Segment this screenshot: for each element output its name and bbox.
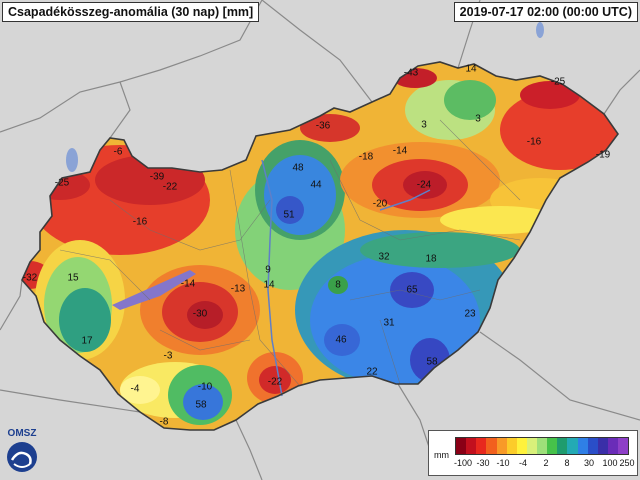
station-value: -25 <box>551 77 566 88</box>
map-timestamp: 2019-07-17 02:00 (00:00 UTC) <box>453 2 638 22</box>
river-tisza <box>379 189 431 211</box>
legend-swatch <box>607 438 618 454</box>
station-value: -25 <box>55 178 70 189</box>
legend-swatch <box>496 438 507 454</box>
legend-tick-label: 250 <box>619 458 635 468</box>
station-value: -32 <box>23 273 38 284</box>
legend-swatch <box>547 438 558 454</box>
station-value: -16 <box>133 217 148 228</box>
station-value: -24 <box>417 180 432 191</box>
station-value: 46 <box>335 335 347 346</box>
station-value: 32 <box>378 252 390 263</box>
legend-color-bar <box>455 437 629 455</box>
station-value: 44 <box>310 180 322 191</box>
station-value: -18 <box>359 152 374 163</box>
legend-swatch <box>597 438 608 454</box>
legend-tick-label: 30 <box>583 458 595 468</box>
country-border <box>21 61 619 431</box>
lakes <box>66 22 544 172</box>
station-value: 18 <box>425 254 437 265</box>
station-value: 9 <box>265 265 271 276</box>
legend-tick-label: 100 <box>602 458 618 468</box>
legend-swatch <box>486 438 497 454</box>
legend-tick-label: -4 <box>518 458 528 468</box>
station-value: 65 <box>406 285 418 296</box>
legend-swatch <box>456 438 467 454</box>
station-value: -14 <box>393 146 408 157</box>
station-value: -10 <box>198 382 213 393</box>
station-value: -30 <box>193 309 208 320</box>
station-value: 58 <box>426 357 438 368</box>
omsz-logo: OMSZ <box>4 428 40 474</box>
river-danube <box>261 159 283 397</box>
legend-swatch <box>466 438 477 454</box>
station-value: 51 <box>283 210 295 221</box>
station-value: 23 <box>464 309 476 320</box>
station-value: 22 <box>366 367 378 378</box>
legend-tick-label: 8 <box>564 458 570 468</box>
legend-swatch <box>537 438 548 454</box>
station-value: -3 <box>164 351 173 362</box>
station-value: 48 <box>292 163 304 174</box>
station-value: 3 <box>475 114 481 125</box>
legend-swatch <box>577 438 588 454</box>
legend-tick-label: 2 <box>543 458 549 468</box>
color-legend: mm -100 -30 -10 -4 2 8 30 100 250 <box>428 430 638 476</box>
legend-swatch <box>506 438 517 454</box>
station-value: 8 <box>335 280 341 291</box>
legend-swatch <box>618 438 629 454</box>
legend-swatch <box>587 438 598 454</box>
station-value: -43 <box>404 68 419 79</box>
map-title: Csapadékösszeg-anomália (30 nap) [mm] <box>2 2 260 22</box>
legend-unit: mm <box>434 450 449 460</box>
station-value: 14 <box>465 64 477 75</box>
legend-ticks: -100 -30 -10 -4 2 8 30 100 250 <box>453 458 635 470</box>
legend-tick-label: -10 <box>496 458 510 468</box>
station-value: -20 <box>373 199 388 210</box>
legend-swatch <box>476 438 487 454</box>
station-value: -22 <box>268 377 283 388</box>
station-value: 15 <box>67 273 79 284</box>
station-value: -19 <box>596 150 611 161</box>
station-value: -14 <box>181 279 196 290</box>
station-value: -22 <box>163 182 178 193</box>
station-value: 3 <box>421 120 427 131</box>
logo-text: OMSZ <box>7 428 37 439</box>
legend-tick-label: -100 <box>453 458 473 468</box>
legend-swatch <box>516 438 527 454</box>
legend-tick-label: -30 <box>476 458 490 468</box>
station-value: -13 <box>231 284 246 295</box>
legend-swatch <box>567 438 578 454</box>
station-value: -39 <box>150 172 165 183</box>
station-value: -8 <box>160 417 169 428</box>
station-value: 14 <box>263 280 275 291</box>
station-value: 58 <box>195 400 207 411</box>
county-borders <box>59 119 521 387</box>
station-value: -6 <box>114 147 123 158</box>
station-value: -16 <box>527 137 542 148</box>
station-value: -4 <box>131 384 140 395</box>
station-value: -36 <box>316 121 331 132</box>
station-value: 17 <box>81 336 93 347</box>
legend-swatch <box>557 438 568 454</box>
logo-emblem-icon <box>7 442 37 472</box>
legend-swatch <box>526 438 537 454</box>
station-value: 31 <box>383 318 395 329</box>
